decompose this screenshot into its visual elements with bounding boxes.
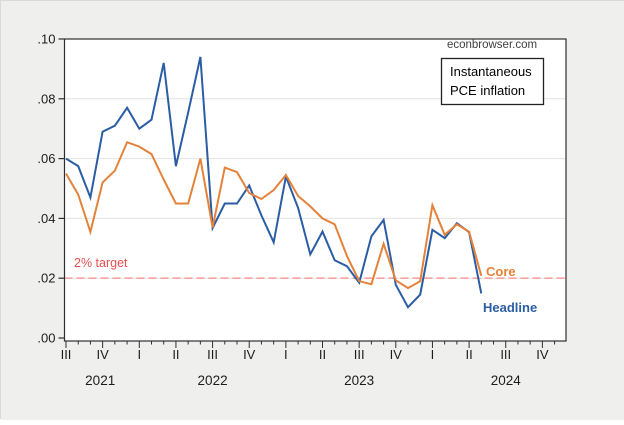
headline-series-label: Headline xyxy=(483,300,537,315)
y-tick-label-.04: .04 xyxy=(37,211,55,226)
plot-frame-group xyxy=(63,38,567,342)
annotation-box-frame xyxy=(440,57,545,106)
quarter-label-11-II: II xyxy=(465,347,472,362)
quarter-label-10-I: I xyxy=(431,347,435,362)
x-axis-year-labels-group: 2021 2022 2023 2024 xyxy=(85,373,521,388)
annotation-line-2: PCE inflation xyxy=(450,83,525,98)
y-tick-label-.00: .00 xyxy=(37,331,55,346)
y-tick-label-.08: .08 xyxy=(37,91,55,106)
x-axis-ticks-group xyxy=(65,341,556,348)
annotation-box: Instantaneous PCE inflation xyxy=(440,57,545,106)
year-label-2021: 2021 xyxy=(85,373,115,388)
quarter-label-1-IV: IV xyxy=(96,347,109,362)
quarter-label-2-I: I xyxy=(137,347,141,362)
target-label: 2% target xyxy=(74,256,128,270)
headline-series-line xyxy=(65,56,483,309)
y-tick-label-.06: .06 xyxy=(37,151,55,166)
series-lines-group xyxy=(65,56,483,309)
year-label-2024: 2024 xyxy=(491,373,522,388)
quarter-label-6-I: I xyxy=(284,347,288,362)
quarter-label-12-III: III xyxy=(500,347,511,362)
y-tick-label-.02: .02 xyxy=(37,271,55,286)
quarter-label-5-IV: IV xyxy=(243,347,256,362)
core-series-line xyxy=(65,140,483,290)
quarter-label-9-IV: IV xyxy=(390,347,403,362)
quarter-label-3-II: II xyxy=(172,347,179,362)
x-axis-quarter-labels-group: III IV I II III IV I II III IV I II III IV xyxy=(61,347,549,362)
plot-border xyxy=(63,38,567,342)
core-series-label: Core xyxy=(486,264,516,279)
y-tick-label-.10: .10 xyxy=(37,32,55,47)
quarter-label-13-IV: IV xyxy=(536,347,549,362)
quarter-label-7-II: II xyxy=(319,347,326,362)
year-label-2022: 2022 xyxy=(198,373,228,388)
quarter-label-0-III: III xyxy=(61,347,72,362)
year-label-2023: 2023 xyxy=(344,373,374,388)
y-axis-ticks-group xyxy=(58,38,65,339)
quarter-label-4-III: III xyxy=(207,347,218,362)
watermark-econbrowser: econbrowser.com xyxy=(447,39,537,51)
annotation-line-1: Instantaneous xyxy=(450,64,532,79)
y-axis-labels-group: .00 .02 .04 .06 .08 .10 xyxy=(37,32,55,346)
quarter-label-8-III: III xyxy=(354,347,365,362)
